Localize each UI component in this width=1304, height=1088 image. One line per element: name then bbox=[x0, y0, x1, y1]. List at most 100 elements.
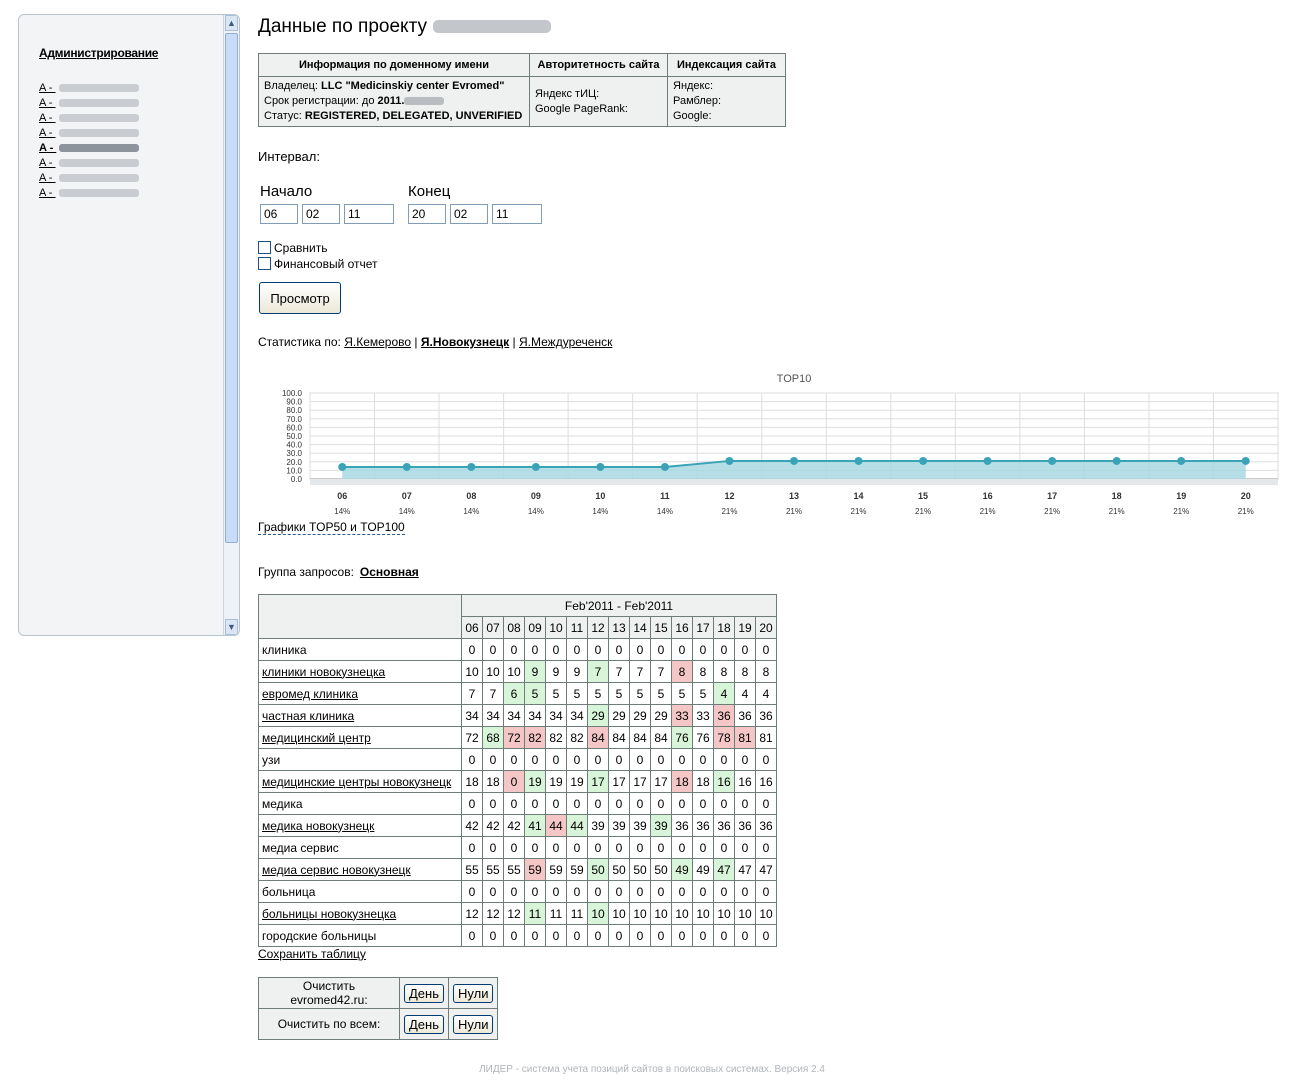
clear-all-day-button[interactable]: День bbox=[404, 1014, 444, 1034]
top50-top100-link[interactable]: Графики TOP50 и TOP100 bbox=[258, 520, 405, 535]
position-cell: 0 bbox=[461, 836, 483, 859]
position-cell: 0 bbox=[629, 748, 651, 771]
scroll-up-icon[interactable]: ▲ bbox=[225, 15, 238, 31]
position-cell: 0 bbox=[692, 748, 714, 771]
position-cell: 11 bbox=[524, 902, 546, 925]
position-cell: 72 bbox=[503, 726, 525, 749]
end-day-input[interactable] bbox=[408, 204, 446, 224]
compare-checkbox[interactable]: Сравнить bbox=[258, 241, 327, 255]
position-cell: 50 bbox=[650, 858, 672, 881]
position-cell: 0 bbox=[503, 770, 525, 793]
table-row: медицинские центры новокузнецк 18 18 0 19 19 1… bbox=[258, 770, 777, 793]
region-link-mezhdurechensk[interactable]: Я.Междуреченск bbox=[519, 335, 613, 349]
position-cell: 34 bbox=[482, 704, 504, 727]
region-link-novokuznetsk[interactable]: Я.Новокузнецк bbox=[420, 335, 510, 349]
sidebar-project-item[interactable]: A - bbox=[39, 186, 139, 201]
position-cell: 17 bbox=[629, 770, 651, 793]
keyword-link[interactable]: больницы новокузнецка bbox=[262, 906, 397, 921]
keyword-link[interactable]: евромед клиника bbox=[262, 686, 358, 701]
clear-domain-zero-button[interactable]: Нули bbox=[453, 983, 494, 1003]
position-cell: 5 bbox=[671, 682, 693, 705]
sidebar-project-item[interactable]: A - bbox=[39, 126, 139, 141]
clear-domain-label: Очистить evromed42.ru: bbox=[258, 977, 400, 1009]
keyword-link[interactable]: медицинские центры новокузнецк bbox=[262, 774, 452, 789]
position-cell: 39 bbox=[629, 814, 651, 837]
sidebar-project-item[interactable]: A - bbox=[39, 141, 140, 156]
position-cell: 0 bbox=[482, 880, 504, 903]
scroll-down-icon[interactable]: ▼ bbox=[225, 619, 238, 635]
start-year-input[interactable] bbox=[344, 204, 394, 224]
day-header: 08 bbox=[503, 616, 525, 639]
day-header: 07 bbox=[482, 616, 504, 639]
position-cell: 0 bbox=[503, 638, 525, 661]
end-label: Конец bbox=[408, 183, 451, 200]
x-tick-label: 11 bbox=[660, 491, 670, 501]
position-cell: 81 bbox=[734, 726, 756, 749]
position-cell: 0 bbox=[566, 792, 588, 815]
info-header-index: Индексация сайта bbox=[667, 53, 786, 77]
table-row: городские больницы 0 0 0 0 0 0 0 0 0 0 0 0 0 0 0 bbox=[258, 924, 777, 947]
keyword-link[interactable]: медика новокузнецк bbox=[262, 818, 375, 833]
position-cell: 81 bbox=[755, 726, 777, 749]
position-cell: 34 bbox=[566, 704, 588, 727]
position-cell: 36 bbox=[713, 704, 735, 727]
blurred-domain bbox=[433, 20, 551, 34]
clear-all-zero-button[interactable]: Нули bbox=[453, 1014, 494, 1034]
keyword-cell: больница bbox=[258, 880, 462, 903]
chart-title: TOP10 bbox=[777, 373, 812, 385]
finance-checkbox[interactable]: Финансовый отчет bbox=[258, 257, 378, 271]
start-day-input[interactable] bbox=[260, 204, 298, 224]
position-cell: 5 bbox=[545, 682, 567, 705]
admin-link[interactable]: Администрирование bbox=[39, 46, 159, 60]
end-month-input[interactable] bbox=[450, 204, 488, 224]
sidebar-project-item[interactable]: A - bbox=[39, 156, 139, 171]
keyword-link[interactable]: частная клиника bbox=[262, 708, 355, 723]
position-cell: 17 bbox=[650, 770, 672, 793]
y-tick-label: 40.0 bbox=[286, 441, 302, 450]
sidebar-project-item[interactable]: A - bbox=[39, 171, 139, 186]
position-cell: 0 bbox=[545, 748, 567, 771]
project-list: A - A - A - A - A - A - A - A - bbox=[39, 81, 140, 201]
info-header-authority: Авторитетность сайта bbox=[529, 53, 668, 77]
sidebar-project-item[interactable]: A - bbox=[39, 111, 139, 126]
end-year-input[interactable] bbox=[492, 204, 542, 224]
series-area bbox=[342, 460, 1246, 479]
keyword-link[interactable]: медиа сервис новокузнецк bbox=[262, 862, 411, 877]
sidebar-project-item[interactable]: A - bbox=[39, 81, 139, 96]
data-point bbox=[467, 462, 476, 471]
position-cell: 0 bbox=[755, 638, 777, 661]
keyword-link[interactable]: клиники новокузнецка bbox=[262, 664, 386, 679]
position-cell: 5 bbox=[587, 682, 609, 705]
position-cell: 0 bbox=[524, 880, 546, 903]
start-month-input[interactable] bbox=[302, 204, 340, 224]
region-link-kemerovo[interactable]: Я.Кемерово bbox=[344, 335, 412, 349]
point-label: 21% bbox=[1044, 507, 1060, 516]
keyword-link[interactable]: медицинский центр bbox=[262, 730, 371, 745]
point-label: 21% bbox=[1173, 507, 1189, 516]
scrollbar-thumb[interactable] bbox=[225, 33, 238, 543]
position-cell: 16 bbox=[734, 770, 756, 793]
position-cell: 34 bbox=[461, 704, 483, 727]
data-point bbox=[1241, 456, 1250, 465]
view-button[interactable]: Просмотр bbox=[259, 282, 341, 314]
position-cell: 0 bbox=[587, 748, 609, 771]
save-table-link[interactable]: Сохранить таблицу bbox=[258, 947, 366, 961]
sidebar-project-item[interactable]: A - bbox=[39, 96, 139, 111]
x-tick-label: 14 bbox=[854, 491, 864, 501]
clear-domain-day-button[interactable]: День bbox=[404, 983, 444, 1003]
position-cell: 84 bbox=[608, 726, 630, 749]
position-cell: 0 bbox=[671, 880, 693, 903]
position-cell: 9 bbox=[524, 660, 546, 683]
group-link[interactable]: Основная bbox=[359, 565, 419, 579]
table-row: медика 0 0 0 0 0 0 0 0 0 0 0 0 0 0 0 bbox=[258, 792, 777, 815]
position-cell: 0 bbox=[629, 836, 651, 859]
y-tick-label: 70.0 bbox=[286, 415, 302, 424]
keyword-cell: клиника bbox=[258, 638, 462, 661]
position-cell: 84 bbox=[587, 726, 609, 749]
position-cell: 42 bbox=[461, 814, 483, 837]
position-cell: 41 bbox=[524, 814, 546, 837]
position-cell: 10 bbox=[608, 902, 630, 925]
y-tick-label: 80.0 bbox=[286, 406, 302, 415]
point-label: 21% bbox=[1109, 507, 1125, 516]
sidebar-scrollbar[interactable]: ▲ ▼ bbox=[223, 15, 239, 635]
